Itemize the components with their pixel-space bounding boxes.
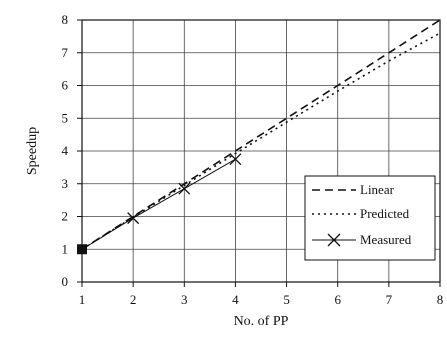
y-tick-label: 3 bbox=[62, 176, 69, 191]
grid bbox=[77, 19, 441, 287]
x-tick-label: 4 bbox=[232, 292, 239, 307]
legend-label-predicted: Predicted bbox=[360, 206, 410, 221]
y-tick-label: 2 bbox=[62, 209, 69, 224]
series-line-linear bbox=[81, 19, 441, 250]
y-tick-label: 0 bbox=[62, 274, 69, 289]
y-tick-label: 7 bbox=[62, 45, 69, 60]
y-axis-label: Speedup bbox=[25, 127, 40, 175]
x-axis-label: No. of PP bbox=[234, 314, 289, 329]
x-tick-label: 2 bbox=[130, 292, 137, 307]
measured-point-marker bbox=[127, 212, 140, 225]
y-tick-labels: 0 1 2 3 4 5 6 7 8 bbox=[62, 12, 69, 289]
x-tick-labels: 1 2 3 4 5 6 7 8 bbox=[79, 292, 444, 307]
legend-x-marker-icon bbox=[327, 233, 341, 247]
y-tick-label: 5 bbox=[62, 110, 69, 125]
x-tick-label: 6 bbox=[334, 292, 341, 307]
x-tick-label: 1 bbox=[79, 292, 86, 307]
x-tick-label: 5 bbox=[283, 292, 290, 307]
x-tick-label: 8 bbox=[437, 292, 444, 307]
x-tick-label: 3 bbox=[181, 292, 188, 307]
y-tick-label: 4 bbox=[62, 143, 69, 158]
y-tick-label: 8 bbox=[62, 12, 69, 27]
y-tick-label: 1 bbox=[62, 241, 69, 256]
series-line-predicted bbox=[81, 32, 441, 250]
plot-frame bbox=[81, 19, 441, 283]
y-tick-label: 6 bbox=[62, 78, 69, 93]
x-tick-label: 7 bbox=[386, 292, 393, 307]
series-line-measured bbox=[81, 158, 236, 250]
measured-point-marker bbox=[178, 182, 191, 195]
legend: Linear Predicted Measured bbox=[304, 175, 436, 261]
measured-point-marker bbox=[229, 153, 242, 166]
legend-label-linear: Linear bbox=[360, 182, 395, 197]
legend-label-measured: Measured bbox=[360, 232, 412, 247]
